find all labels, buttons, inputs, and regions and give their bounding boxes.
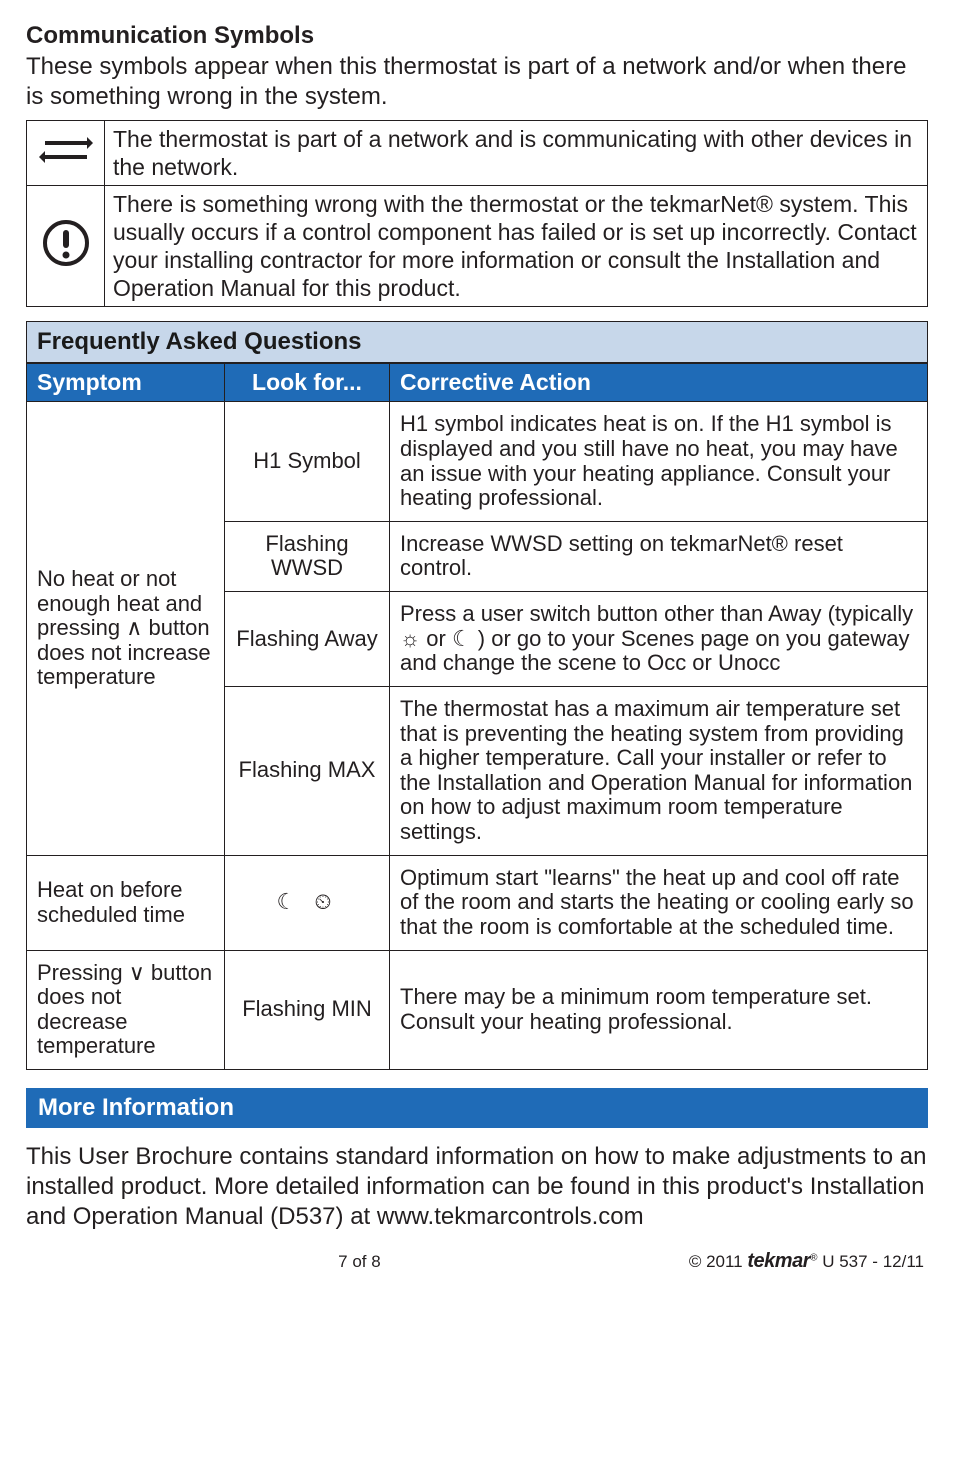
- faq-table: Symptom Look for... Corrective Action No…: [26, 363, 928, 1070]
- symptom-pressing-down: Pressing ∨ button does not decrease temp…: [27, 950, 225, 1070]
- lookfor-moon-clock-icons: ☾ ⏲: [225, 855, 390, 950]
- lookfor-away: Flashing Away: [225, 592, 390, 687]
- action-min: There may be a minimum room temperature …: [390, 950, 928, 1070]
- comm-row2-text: There is something wrong with the thermo…: [105, 186, 928, 307]
- footer-right: © 2011 tekmar® U 537 - 12/11: [689, 1250, 924, 1273]
- symptom-heat-before: Heat on before scheduled time: [27, 855, 225, 950]
- action-wwsd: Increase WWSD setting on tekmarNet® rese…: [390, 521, 928, 591]
- symptom-no-heat: No heat or not enough heat and pressing …: [27, 402, 225, 855]
- brand-logo: tekmar: [747, 1250, 810, 1272]
- page-number: 7 of 8: [338, 1252, 381, 1272]
- action-h1: H1 symbol indicates heat is on. If the H…: [390, 402, 928, 522]
- comm-row1-text: The thermostat is part of a network and …: [105, 121, 928, 186]
- action-max: The thermostat has a maximum air tempera…: [390, 686, 928, 855]
- doc-id: U 537 - 12/11: [818, 1252, 924, 1271]
- more-info-body: This User Brochure contains standard inf…: [26, 1142, 928, 1232]
- comm-symbols-table: The thermostat is part of a network and …: [26, 120, 928, 307]
- table-row: Heat on before scheduled time ☾ ⏲ Optimu…: [27, 855, 928, 950]
- action-away: Press a user switch button other than Aw…: [390, 592, 928, 687]
- lookfor-h1: H1 Symbol: [225, 402, 390, 522]
- lookfor-wwsd: Flashing WWSD: [225, 521, 390, 591]
- warning-icon: [27, 186, 105, 307]
- col-action-header: Corrective Action: [390, 364, 928, 402]
- copyright: © 2011: [689, 1252, 743, 1271]
- comm-heading: Communication Symbols: [26, 22, 928, 50]
- col-symptom-header: Symptom: [27, 364, 225, 402]
- table-row: There is something wrong with the thermo…: [27, 186, 928, 307]
- action-heat-before: Optimum start "learns" the heat up and c…: [390, 855, 928, 950]
- reg-mark: ®: [810, 1252, 818, 1263]
- table-header-row: Symptom Look for... Corrective Action: [27, 364, 928, 402]
- lookfor-max: Flashing MAX: [225, 686, 390, 855]
- comm-intro: These symbols appear when this thermosta…: [26, 52, 928, 112]
- col-lookfor-header: Look for...: [225, 364, 390, 402]
- lookfor-min: Flashing MIN: [225, 950, 390, 1070]
- table-row: No heat or not enough heat and pressing …: [27, 402, 928, 522]
- more-info-title: More Information: [26, 1088, 928, 1128]
- page-footer: 7 of 8 © 2011 tekmar® U 537 - 12/11: [26, 1250, 928, 1273]
- bidirectional-arrows-icon: [27, 121, 105, 186]
- table-row: Pressing ∨ button does not decrease temp…: [27, 950, 928, 1070]
- faq-title: Frequently Asked Questions: [26, 321, 928, 363]
- table-row: The thermostat is part of a network and …: [27, 121, 928, 186]
